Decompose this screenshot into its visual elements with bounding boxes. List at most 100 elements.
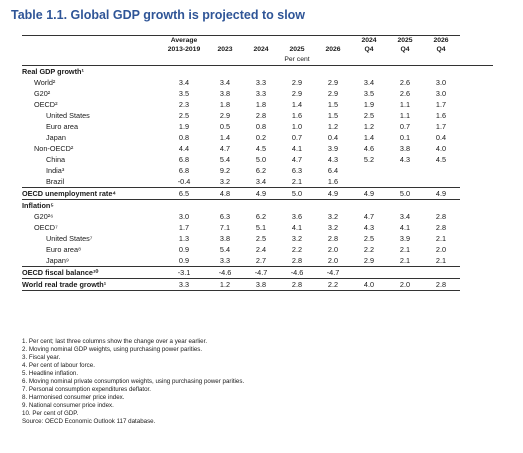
row-value: 4.9 xyxy=(424,187,460,200)
row-value: -4.6 xyxy=(208,266,244,279)
row-label: United States xyxy=(46,111,90,120)
row-value: 0.8 xyxy=(255,122,267,131)
row-value: 2.5 xyxy=(255,234,267,243)
row-value: 2.8 xyxy=(424,278,460,291)
table-row: OECD fiscal balance¹⁰ -3.1 -4.6 -4.7 -4.6 -4.… xyxy=(22,266,493,279)
row-value xyxy=(352,199,388,211)
row-value: 1.3 xyxy=(178,234,190,243)
row-value: 5.0 xyxy=(280,187,316,200)
row-value: 2.8 xyxy=(435,223,447,232)
row-value: 6.4 xyxy=(327,166,339,175)
row-value: 2.8 xyxy=(291,256,303,265)
row-value xyxy=(424,176,460,188)
row-value: 3.8 xyxy=(399,144,411,153)
row-value: 6.2 xyxy=(255,166,267,175)
unit-empty xyxy=(388,54,424,66)
row-value: 1.5 xyxy=(327,100,339,109)
row-value: 3.2 xyxy=(291,234,303,243)
row-value: 4.8 xyxy=(208,187,244,200)
row-value: -3.1 xyxy=(162,266,208,279)
table-row: Non-OECD² 4.4 4.7 4.5 4.1 3.9 4.6 3.8 4.0 xyxy=(22,143,493,154)
table-row: OECD unemployment rate⁴ 6.5 4.8 4.9 5.0 4.9 4.… xyxy=(22,187,493,200)
row-label: Inflation⁵ xyxy=(22,199,162,211)
row-value: 9.2 xyxy=(219,166,231,175)
row-value: 4.7 xyxy=(219,144,231,153)
row-value: 1.9 xyxy=(178,122,190,131)
row-value: 7.1 xyxy=(219,223,231,232)
row-value xyxy=(424,199,460,211)
row-value: 2.6 xyxy=(399,78,411,87)
row-value: 4.7 xyxy=(363,212,375,221)
row-value: 3.2 xyxy=(327,212,339,221)
table-row: Euro area⁸ 0.9 5.4 2.4 2.2 2.0 2.2 2.1 2.0 xyxy=(22,244,493,255)
row-value: 3.4 xyxy=(219,78,231,87)
row-value xyxy=(280,199,316,211)
row-value: 2.0 xyxy=(327,245,339,254)
table-row: United States 2.5 2.9 2.8 1.6 1.5 2.5 1.1 1.6 xyxy=(22,110,493,121)
row-label: Non-OECD² xyxy=(34,144,74,153)
row-value: 3.4 xyxy=(255,177,267,186)
row-value: 1.2 xyxy=(327,122,339,131)
row-value: 1.2 xyxy=(208,278,244,291)
row-value: 2.8 xyxy=(280,278,316,291)
row-value: -4.6 xyxy=(280,266,316,279)
row-value: 3.4 xyxy=(399,212,411,221)
header-row-top: Average 2024 2025 2026 xyxy=(22,35,493,45)
table-row: Japan⁹ 0.9 3.3 2.7 2.8 2.0 2.9 2.1 2.1 xyxy=(22,255,493,267)
row-value: 1.7 xyxy=(435,122,447,131)
row-label: India³ xyxy=(46,166,65,175)
row-value: 4.0 xyxy=(352,278,388,291)
row-label: World² xyxy=(34,78,56,87)
row-label: World real trade growth¹ xyxy=(22,278,162,291)
unit-row: Per cent xyxy=(22,54,493,66)
row-value: 2.8 xyxy=(435,212,447,221)
row-value: 1.1 xyxy=(399,100,411,109)
row-value: 1.6 xyxy=(435,111,447,120)
table-row: Brazil -0.4 3.2 3.4 2.1 1.6 xyxy=(22,176,493,188)
row-value xyxy=(280,66,316,78)
row-value: 2.1 xyxy=(291,177,303,186)
row-value xyxy=(388,66,424,78)
table-body: Real GDP growth¹ World² 3.4 3.4 3.3 2.9 2.9 3.4… xyxy=(22,66,493,291)
row-value: 2.2 xyxy=(316,278,352,291)
row-value xyxy=(244,199,280,211)
row-label: Euro area xyxy=(46,122,79,131)
row-value: 3.8 xyxy=(244,278,280,291)
row-label: OECD fiscal balance¹⁰ xyxy=(22,266,162,279)
row-value: 0.9 xyxy=(178,245,190,254)
row-value: 2.3 xyxy=(178,100,190,109)
header-cell: 2025 xyxy=(388,35,424,45)
header-empty xyxy=(22,45,162,54)
header-cell xyxy=(316,35,352,45)
row-value: 2.9 xyxy=(291,89,303,98)
row-value: 2.7 xyxy=(255,256,267,265)
header-cell: 2024 xyxy=(352,35,388,45)
row-label: OECD unemployment rate⁴ xyxy=(22,187,162,200)
row-value xyxy=(388,266,424,279)
row-value xyxy=(208,66,244,78)
row-value xyxy=(388,165,424,176)
row-value: 4.1 xyxy=(291,223,303,232)
row-value: 3.2 xyxy=(327,223,339,232)
row-value: 1.0 xyxy=(291,122,303,131)
row-value: 2.8 xyxy=(255,111,267,120)
row-label: Euro area⁸ xyxy=(46,245,82,254)
row-value: 0.1 xyxy=(399,133,411,142)
table-row: World real trade growth¹ 3.3 1.2 3.8 2.8 2.2 4… xyxy=(22,278,493,291)
row-value: 2.4 xyxy=(255,245,267,254)
table-row: OECD² 2.3 1.8 1.8 1.4 1.5 1.9 1.1 1.7 xyxy=(22,99,493,110)
header-cell xyxy=(208,35,244,45)
row-value: 3.3 xyxy=(255,78,267,87)
row-value: 3.2 xyxy=(219,177,231,186)
note-line: 7. Personal consumption expenditures def… xyxy=(22,386,151,393)
row-value xyxy=(352,66,388,78)
header-cell xyxy=(280,35,316,45)
row-value: 3.4 xyxy=(178,78,190,87)
row-value: 2.9 xyxy=(327,89,339,98)
row-value: 0.9 xyxy=(178,256,190,265)
row-value: 3.5 xyxy=(178,89,190,98)
row-value: 6.5 xyxy=(162,187,208,200)
row-value: 6.2 xyxy=(255,212,267,221)
row-value: 2.0 xyxy=(327,256,339,265)
row-value: 2.5 xyxy=(363,111,375,120)
